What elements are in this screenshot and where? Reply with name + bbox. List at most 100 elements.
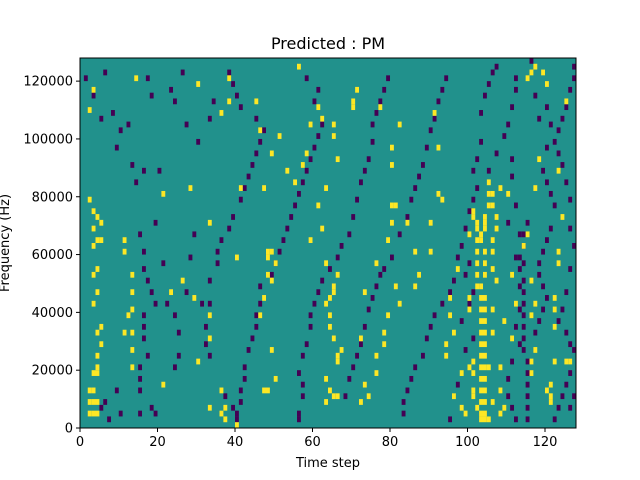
heatmap-cell-low <box>355 352 360 359</box>
heatmap-cell-high <box>390 219 394 226</box>
heatmap-cell-low <box>300 393 305 400</box>
y-axis-label: Frequency (Hz) <box>0 194 13 292</box>
plot-frame <box>79 57 577 429</box>
heatmap-cell-low <box>556 318 561 324</box>
heatmap-cell-high <box>269 150 274 157</box>
heatmap-cell-high <box>188 185 193 191</box>
heatmap-cell-high <box>180 277 185 284</box>
heatmap-cell-low <box>455 381 460 388</box>
heatmap-cell-low <box>506 121 511 128</box>
heatmap-cell-high <box>483 364 487 371</box>
heatmap-cell-low <box>235 416 239 423</box>
heatmap-cell-high <box>87 107 92 113</box>
heatmap-cell-high <box>285 167 290 174</box>
heatmap-cell-high <box>490 202 495 209</box>
heatmap-cell-high <box>320 225 325 232</box>
heatmap-cell-low <box>467 260 472 267</box>
heatmap-cell-low <box>521 323 526 330</box>
heatmap-cell-high <box>479 399 484 405</box>
heatmap-cell-low <box>409 375 414 382</box>
heatmap-cell-high <box>533 63 538 70</box>
heatmap-cell-low <box>506 393 511 400</box>
heatmap-cell-low <box>114 387 119 394</box>
heatmap-cell-low <box>514 254 518 261</box>
heatmap-cell-low <box>246 347 251 353</box>
heatmap-cell-low <box>471 289 476 296</box>
heatmap-cell-high <box>91 387 96 394</box>
heatmap-cell-high <box>548 399 553 405</box>
heatmap-cell-low <box>490 69 495 76</box>
heatmap-cell-low <box>269 271 274 278</box>
heatmap-cell-low <box>568 266 573 272</box>
heatmap-cell-high <box>486 179 491 186</box>
heatmap-cell-high <box>378 104 383 111</box>
heatmap-cell-high <box>235 254 239 261</box>
heatmap-cell-low <box>304 75 309 82</box>
heatmap-cell-low <box>436 98 441 105</box>
heatmap-cell-high <box>335 156 340 163</box>
heatmap-cell-low <box>335 254 340 261</box>
heatmap-cell-high <box>316 104 321 111</box>
heatmap-cell-high <box>483 306 487 313</box>
heatmap-cell-high <box>463 410 468 417</box>
heatmap-cell-high <box>99 219 104 226</box>
heatmap-cell-low <box>207 277 212 284</box>
heatmap-cell-high <box>374 260 379 267</box>
heatmap-cell-low <box>510 173 515 180</box>
heatmap-cell-low <box>142 312 146 319</box>
heatmap-cell-high <box>486 190 491 197</box>
heatmap-cell-low <box>304 341 309 348</box>
heatmap-cell-high <box>467 231 472 238</box>
heatmap-cell-high <box>374 352 379 359</box>
heatmap-cell-high <box>219 387 224 394</box>
heatmap-cell-low <box>347 231 352 238</box>
heatmap-cell-high <box>471 214 476 220</box>
heatmap-cell-high <box>386 237 391 243</box>
heatmap-cell-high <box>331 283 336 290</box>
heatmap-cell-high <box>219 110 224 116</box>
heatmap-cell-high <box>444 341 449 348</box>
heatmap-cell-high <box>405 219 410 226</box>
heatmap-cell-low <box>238 399 243 405</box>
heatmap-cell-low <box>161 260 166 267</box>
heatmap-cell-low <box>328 266 332 272</box>
heatmap-cell-high <box>483 214 487 220</box>
heatmap-cell-low <box>351 214 356 220</box>
heatmap-cell-low <box>308 156 313 163</box>
heatmap-cell-high <box>273 375 278 382</box>
heatmap-cell-high <box>324 300 329 307</box>
heatmap-cell-high <box>428 248 433 255</box>
heatmap-cell-high <box>510 271 515 278</box>
heatmap-cell-low <box>219 237 224 243</box>
heatmap-cell-high <box>483 352 487 359</box>
heatmap-cell-high <box>328 323 332 330</box>
heatmap-cell-high <box>475 237 480 243</box>
heatmap-cell-low <box>173 98 177 105</box>
heatmap-cell-low <box>405 214 410 220</box>
heatmap-cell-low <box>545 104 549 111</box>
y-tick-label: 20000 <box>32 364 73 379</box>
heatmap-cell-low <box>471 196 476 203</box>
heatmap-cell-high <box>277 133 282 139</box>
heatmap-cell-low <box>459 318 464 324</box>
heatmap-cell-high <box>521 243 526 249</box>
heatmap-cell-low <box>568 370 573 376</box>
heatmap-cell-low <box>479 110 484 116</box>
heatmap-cell-high <box>494 225 499 232</box>
heatmap-cell-low <box>130 162 135 168</box>
heatmap-cell-low <box>231 404 236 411</box>
heatmap-cell-high <box>95 410 100 417</box>
heatmap-cell-low <box>207 300 212 307</box>
chart-title: Predicted : PM <box>271 34 385 53</box>
heatmap-cell-low <box>459 243 464 249</box>
heatmap-cell-low <box>564 289 569 296</box>
heatmap-cell-high <box>529 312 534 319</box>
heatmap-cell-low <box>568 404 573 411</box>
heatmap-cell-high <box>91 370 96 376</box>
heatmap-cell-low <box>533 329 538 336</box>
heatmap-cell-high <box>87 399 92 405</box>
heatmap-cell-low <box>142 335 146 342</box>
heatmap-cell-high <box>335 358 340 365</box>
heatmap-cell-high <box>525 231 530 238</box>
